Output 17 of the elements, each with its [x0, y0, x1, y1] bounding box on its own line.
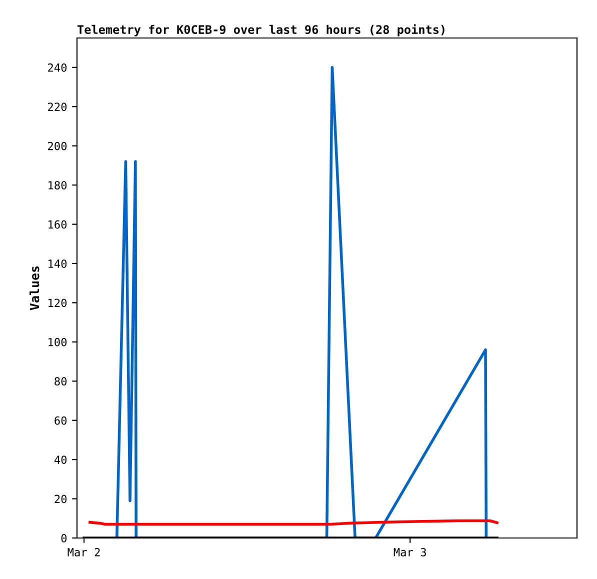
y-tick-label: 40: [54, 456, 67, 464]
y-tick-label: 100: [48, 338, 67, 346]
chart-title: Telemetry for K0CEB-9 over last 96 hours (28 points): [78, 24, 444, 36]
y-tick-label: 80: [54, 377, 67, 386]
x-tick-label: Mar 2: [68, 548, 100, 556]
y-tick-label: 160: [48, 220, 67, 229]
y-axis-title: Values: [30, 266, 40, 310]
y-tick-label: 20: [54, 494, 67, 504]
y-tick-label: 0: [61, 534, 67, 542]
y-tick-label: 140: [48, 259, 67, 268]
y-tick-label: 180: [48, 181, 67, 190]
y-tick-label: 120: [48, 298, 67, 308]
x-tick-label: Mar 3: [394, 548, 426, 556]
y-tick-label: 60: [54, 416, 67, 425]
y-tick-label: 200: [48, 142, 67, 150]
y-tick-label: 220: [48, 102, 67, 112]
y-tick-label: 240: [48, 63, 67, 72]
